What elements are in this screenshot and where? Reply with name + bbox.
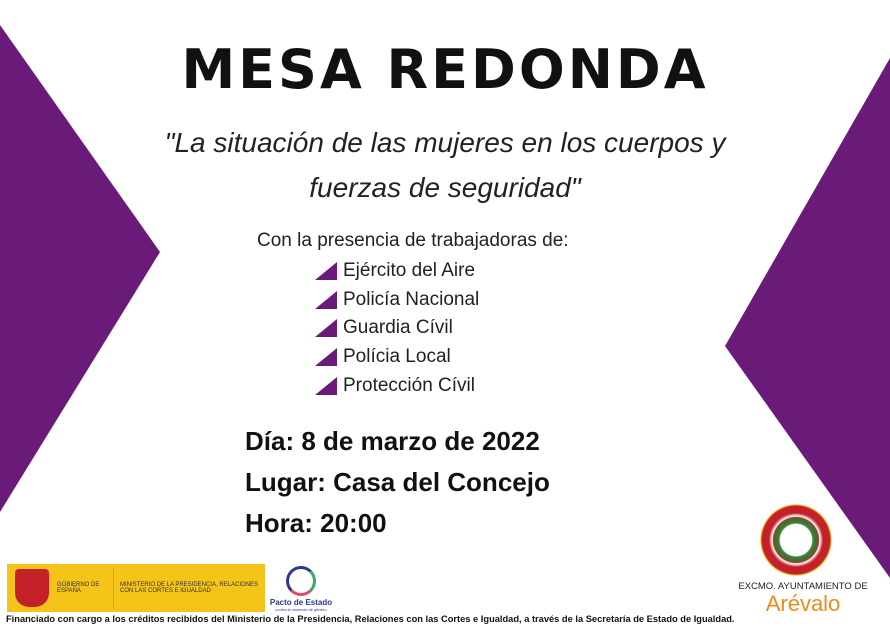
list-item-label: Guardia Cívil	[343, 317, 453, 339]
ministerio-text: MINISTERIO DE LA PRESIDENCIA, RELACIONES…	[120, 582, 259, 594]
list-item-label: Protección Cívil	[343, 374, 475, 396]
list-item-label: Policía Nacional	[343, 288, 480, 310]
list-item: Policía Nacional	[315, 286, 479, 315]
intro-text: Con la presencia de trabajadoras de:	[257, 230, 569, 251]
event-time: Hora: 20:00	[245, 508, 387, 538]
right-purple-chevron	[725, 58, 890, 578]
triangle-bullet-icon	[315, 348, 337, 367]
left-purple-chevron	[0, 25, 160, 512]
arevalo-logo-text: Arévalo	[765, 591, 841, 616]
coat-of-arms-icon	[15, 569, 49, 607]
gobierno-text: GOBIERNO DE ESPAÑA	[57, 582, 100, 594]
list-item: Ejército del Aire	[315, 257, 479, 286]
list-item-label: Polícia Local	[343, 346, 451, 368]
list-item-label: Ejército del Aire	[343, 260, 476, 282]
pacto-logo: Pacto de Estado contra la violencia de g…	[266, 566, 336, 612]
subtitle-line: "La situación de las mujeres en los cuer…	[164, 127, 726, 158]
triangle-bullet-icon	[315, 319, 337, 338]
event-day: Día: 8 de marzo de 2022	[245, 426, 540, 456]
poster-subtitle: "La situación de las mujeres en los cuer…	[50, 120, 840, 210]
list-item: Protección Cívil	[315, 371, 479, 400]
list-item: Polícia Local	[315, 343, 479, 372]
triangle-bullet-icon	[315, 262, 337, 281]
participants-list: Ejército del Aire Policía Nacional Guard…	[315, 257, 479, 400]
pacto-text: Pacto de Estado	[269, 598, 333, 607]
funding-footer: Financiado con cargo a los créditos reci…	[6, 614, 735, 624]
pacto-ring-icon	[286, 566, 316, 596]
arevalo-crest-icon	[756, 500, 836, 580]
list-item: Guardia Cívil	[315, 314, 479, 343]
pacto-subtext: contra la violencia de género	[275, 607, 327, 612]
subtitle-line: fuerzas de seguridad"	[309, 172, 581, 203]
event-place: Lugar: Casa del Concejo	[245, 467, 550, 497]
ayuntamiento-text: EXCMO. AYUNTAMIENTO DE	[738, 581, 868, 592]
gobierno-logo: GOBIERNO DE ESPAÑA MINISTERIO DE LA PRES…	[7, 564, 265, 612]
triangle-bullet-icon	[315, 290, 337, 309]
event-details: Día: 8 de marzo de 2022 Lugar: Casa del …	[245, 421, 550, 544]
poster-title: MESA REDONDA	[181, 38, 709, 101]
triangle-bullet-icon	[315, 376, 337, 395]
